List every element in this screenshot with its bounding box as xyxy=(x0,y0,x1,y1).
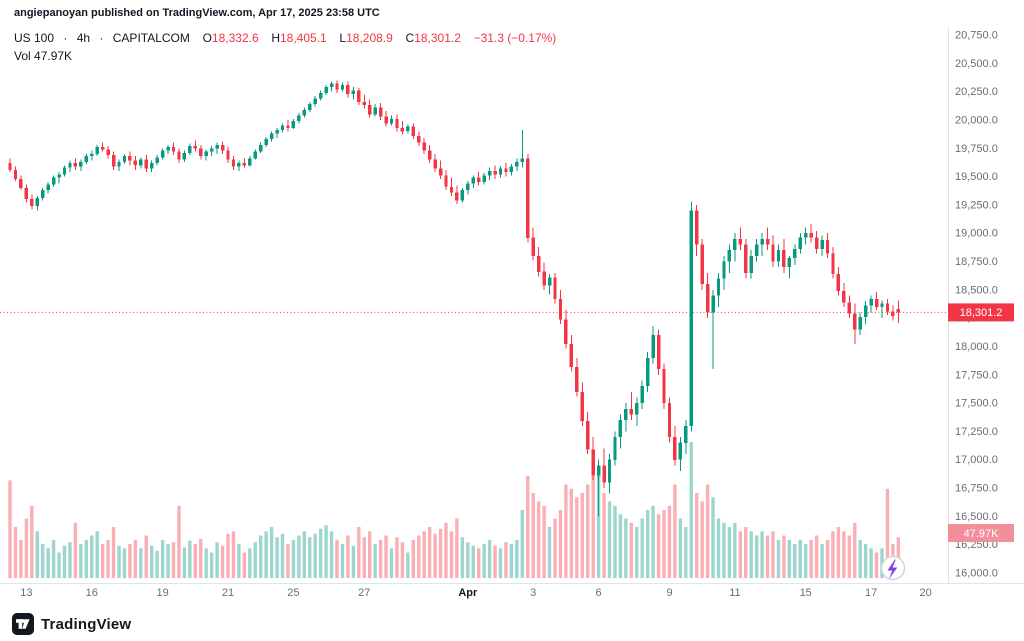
close-value: 18,301.2 xyxy=(414,31,461,45)
svg-text:27: 27 xyxy=(358,587,370,599)
attribution-text: angiepanoyan published on TradingView.co… xyxy=(14,7,380,19)
volume-key: Vol xyxy=(14,49,31,63)
svg-text:20: 20 xyxy=(919,587,931,599)
svg-text:47.97K: 47.97K xyxy=(964,528,1000,540)
volume-bars xyxy=(8,442,901,579)
svg-text:20,500.0: 20,500.0 xyxy=(955,58,998,70)
svg-text:17: 17 xyxy=(865,587,877,599)
candles xyxy=(8,80,901,517)
volume-legend[interactable]: Vol 47.97K xyxy=(14,49,72,63)
price-badges: 18,301.2 47.97K xyxy=(948,303,1014,542)
svg-text:20,250.0: 20,250.0 xyxy=(955,86,998,98)
svg-text:11: 11 xyxy=(729,587,740,599)
svg-text:19,500.0: 19,500.0 xyxy=(955,171,998,183)
svg-text:18,000.0: 18,000.0 xyxy=(955,341,998,353)
svg-text:17,500.0: 17,500.0 xyxy=(955,398,998,410)
svg-text:19: 19 xyxy=(156,587,168,599)
svg-text:21: 21 xyxy=(222,587,234,599)
change-value: −31.3 (−0.17%) xyxy=(473,31,557,45)
legend-separator: · xyxy=(99,31,104,45)
svg-text:15: 15 xyxy=(800,587,812,599)
svg-text:16,500.0: 16,500.0 xyxy=(955,511,998,523)
svg-text:3: 3 xyxy=(530,587,536,599)
symbol-legend[interactable]: US 100 · 4h · CAPITALCOM O18,332.6 H18,4… xyxy=(14,31,556,45)
open-value: 18,332.6 xyxy=(211,31,259,45)
boost-lightning-icon[interactable] xyxy=(880,555,906,581)
high-value: 18,405.1 xyxy=(280,31,327,45)
high-key: H xyxy=(271,31,280,45)
svg-text:18,750.0: 18,750.0 xyxy=(955,256,998,268)
svg-text:9: 9 xyxy=(666,587,672,599)
svg-text:Apr: Apr xyxy=(458,587,478,599)
open-key: O xyxy=(202,31,212,45)
svg-text:17,250.0: 17,250.0 xyxy=(955,426,998,438)
svg-text:19,750.0: 19,750.0 xyxy=(955,143,998,155)
svg-text:18,500.0: 18,500.0 xyxy=(955,284,998,296)
svg-text:17,750.0: 17,750.0 xyxy=(955,369,998,381)
low-value: 18,208.9 xyxy=(346,31,393,45)
svg-text:13: 13 xyxy=(20,587,32,599)
tradingview-footer-logo[interactable]: TradingView xyxy=(12,613,131,635)
svg-text:16,250.0: 16,250.0 xyxy=(955,539,998,551)
tradingview-logo-icon xyxy=(12,613,34,635)
svg-text:19,250.0: 19,250.0 xyxy=(955,199,998,211)
svg-text:16,750.0: 16,750.0 xyxy=(955,483,998,495)
time-scale[interactable]: 13 16 19 21 25 27 Apr 3 6 9 11 15 17 20 xyxy=(20,587,931,599)
svg-text:16: 16 xyxy=(86,587,98,599)
low-key: L xyxy=(339,31,347,45)
svg-text:20,000.0: 20,000.0 xyxy=(955,114,998,126)
symbol-name[interactable]: US 100 xyxy=(14,31,55,45)
exchange-label: CAPITALCOM xyxy=(112,31,190,45)
brand-name: TradingView xyxy=(41,615,132,633)
svg-text:18,301.2: 18,301.2 xyxy=(960,307,1003,319)
svg-text:6: 6 xyxy=(596,587,602,599)
legend-separator: · xyxy=(63,31,68,45)
svg-text:19,000.0: 19,000.0 xyxy=(955,228,998,240)
volume-value: 47.97K xyxy=(34,49,73,63)
svg-text:20,750.0: 20,750.0 xyxy=(955,30,998,42)
svg-text:25: 25 xyxy=(287,587,299,599)
axis-separators xyxy=(0,28,1024,584)
svg-text:16,000.0: 16,000.0 xyxy=(955,568,998,580)
price-scale[interactable]: 20,750.0 20,500.0 20,250.0 20,000.0 19,750.0… xyxy=(955,30,998,580)
svg-text:17,000.0: 17,000.0 xyxy=(955,454,998,466)
close-key: C xyxy=(405,31,415,45)
interval-label[interactable]: 4h xyxy=(76,31,91,45)
